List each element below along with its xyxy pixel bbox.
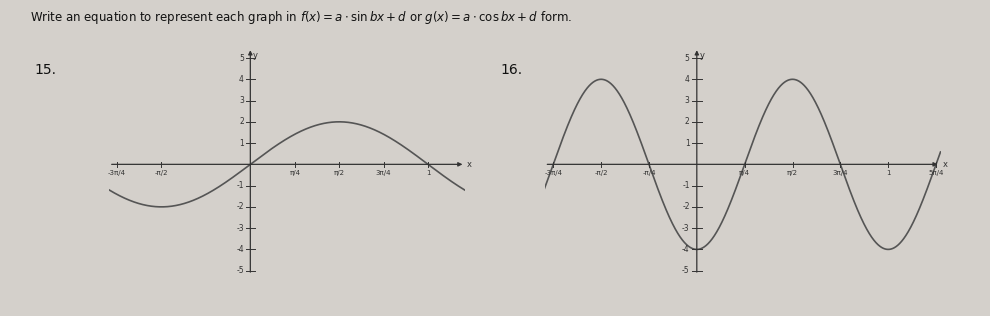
Text: 15.: 15. (35, 63, 56, 77)
Text: -π/2: -π/2 (594, 170, 608, 176)
Text: 2: 2 (240, 117, 244, 126)
Text: 1: 1 (426, 170, 431, 176)
Text: 5: 5 (239, 53, 244, 63)
Text: -2: -2 (237, 202, 244, 211)
Text: π/2: π/2 (334, 170, 345, 176)
Text: x: x (467, 160, 472, 169)
Text: 5π/4: 5π/4 (929, 170, 943, 176)
Text: 3: 3 (239, 96, 244, 105)
Text: π/4: π/4 (740, 170, 750, 176)
Text: -π/4: -π/4 (643, 170, 655, 176)
Text: -1: -1 (682, 181, 690, 190)
Text: 3: 3 (685, 96, 690, 105)
Text: -5: -5 (682, 266, 690, 275)
Text: 1: 1 (685, 139, 690, 148)
Text: 3π/4: 3π/4 (833, 170, 848, 176)
Text: x: x (942, 160, 947, 169)
Text: -4: -4 (682, 245, 690, 254)
Text: -2: -2 (682, 202, 690, 211)
Text: 5: 5 (685, 53, 690, 63)
Text: 4: 4 (685, 75, 690, 84)
Text: -3π/4: -3π/4 (108, 170, 126, 176)
Text: π/2: π/2 (787, 170, 798, 176)
Text: 2: 2 (685, 117, 690, 126)
Text: 16.: 16. (500, 63, 522, 77)
Text: y: y (700, 51, 705, 60)
Text: -3: -3 (682, 224, 690, 233)
Text: -4: -4 (237, 245, 244, 254)
Text: y: y (253, 51, 258, 60)
Text: 4: 4 (239, 75, 244, 84)
Text: -3π/4: -3π/4 (544, 170, 562, 176)
Text: 1: 1 (240, 139, 244, 148)
Text: 1: 1 (886, 170, 890, 176)
Text: -π/2: -π/2 (154, 170, 168, 176)
Text: -3: -3 (237, 224, 244, 233)
Text: Write an equation to represent each graph in $f(x) = a \cdot \sin bx + d$ or $g(: Write an equation to represent each grap… (30, 9, 572, 27)
Text: π/4: π/4 (289, 170, 300, 176)
Text: -5: -5 (237, 266, 244, 275)
Text: 3π/4: 3π/4 (376, 170, 391, 176)
Text: -1: -1 (237, 181, 244, 190)
